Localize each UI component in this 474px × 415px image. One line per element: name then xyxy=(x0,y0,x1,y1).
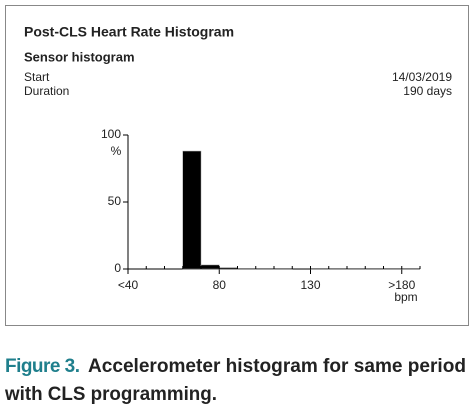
caption-label: Figure 3. xyxy=(5,356,80,377)
bar xyxy=(346,268,366,270)
bar xyxy=(401,268,421,270)
info-value: 14/03/2019 xyxy=(392,70,452,84)
x-tick-label: >180 xyxy=(388,278,415,292)
bar xyxy=(219,267,238,270)
bar xyxy=(182,150,202,270)
info-label: Start xyxy=(24,70,50,84)
caption-text: with CLS programming. xyxy=(4,384,217,405)
caption-text: Accelerometer histogram for same period xyxy=(88,356,466,377)
bar xyxy=(365,268,384,270)
bar xyxy=(255,268,275,270)
bar xyxy=(200,264,220,270)
x-tick-label: <40 xyxy=(118,278,139,292)
x-axis-label: bpm xyxy=(394,290,417,304)
y-tick-label: 100 xyxy=(101,127,121,141)
info-value: 190 days xyxy=(403,84,452,98)
x-tick-label: 130 xyxy=(300,278,320,292)
y-tick-label: 0 xyxy=(114,261,121,275)
y-tick-label: 50 xyxy=(108,194,122,208)
bar xyxy=(273,268,293,270)
panel-border xyxy=(5,5,469,326)
y-axis-label: % xyxy=(111,144,122,158)
bar xyxy=(310,268,329,270)
bar xyxy=(237,268,256,270)
chart-subtitle: Sensor histogram xyxy=(24,49,135,64)
x-tick-label: 80 xyxy=(213,278,227,292)
bar xyxy=(328,268,348,270)
bar xyxy=(383,268,402,270)
info-label: Duration xyxy=(24,84,69,98)
chart-title: Post-CLS Heart Rate Histogram xyxy=(24,24,234,40)
